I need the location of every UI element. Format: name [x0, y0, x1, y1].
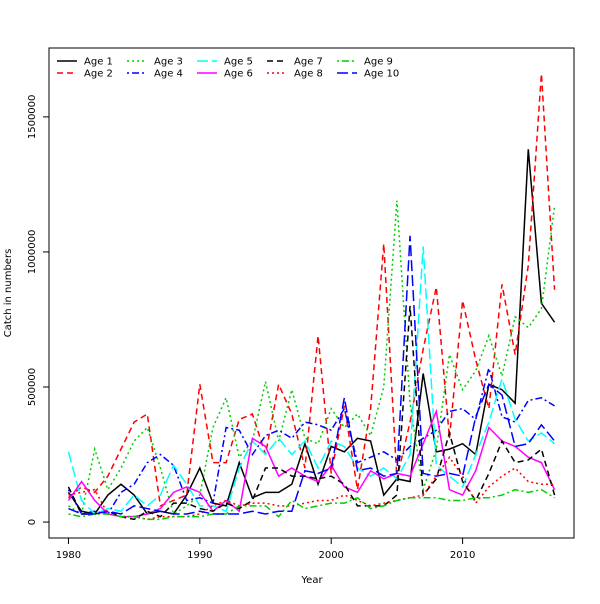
x-axis-title: Year — [300, 575, 323, 586]
y-tick-label: 1000000 — [27, 230, 38, 275]
legend-label: Age 2 — [84, 69, 113, 80]
legend-label: Age 10 — [364, 69, 399, 80]
x-tick-label: 1980 — [56, 550, 81, 561]
legend-label: Age 3 — [154, 57, 183, 68]
legend-label: Age 4 — [154, 69, 183, 80]
y-axis-title: Catch in numbers — [3, 249, 14, 338]
legend-label: Age 8 — [294, 69, 323, 80]
legend-label: Age 6 — [224, 69, 253, 80]
y-tick-label: 0 — [27, 519, 38, 525]
x-tick-label: 1990 — [187, 550, 212, 561]
legend-label: Age 7 — [294, 57, 323, 68]
x-tick-label: 2010 — [450, 550, 475, 561]
y-tick-label: 1500000 — [27, 95, 38, 140]
series-line — [68, 200, 556, 516]
series-line — [67, 408, 556, 518]
series-line — [68, 235, 556, 515]
series-line — [68, 488, 555, 521]
legend-label: Age 9 — [364, 57, 393, 68]
series-line — [67, 73, 556, 507]
series-line — [67, 365, 555, 515]
series-line — [67, 305, 556, 521]
x-tick-label: 2000 — [318, 550, 343, 561]
plot-box — [48, 47, 575, 539]
legend-label: Age 1 — [84, 57, 113, 68]
series-line — [67, 246, 556, 515]
legend-label: Age 5 — [224, 57, 253, 68]
y-tick-label: 500000 — [27, 368, 38, 406]
